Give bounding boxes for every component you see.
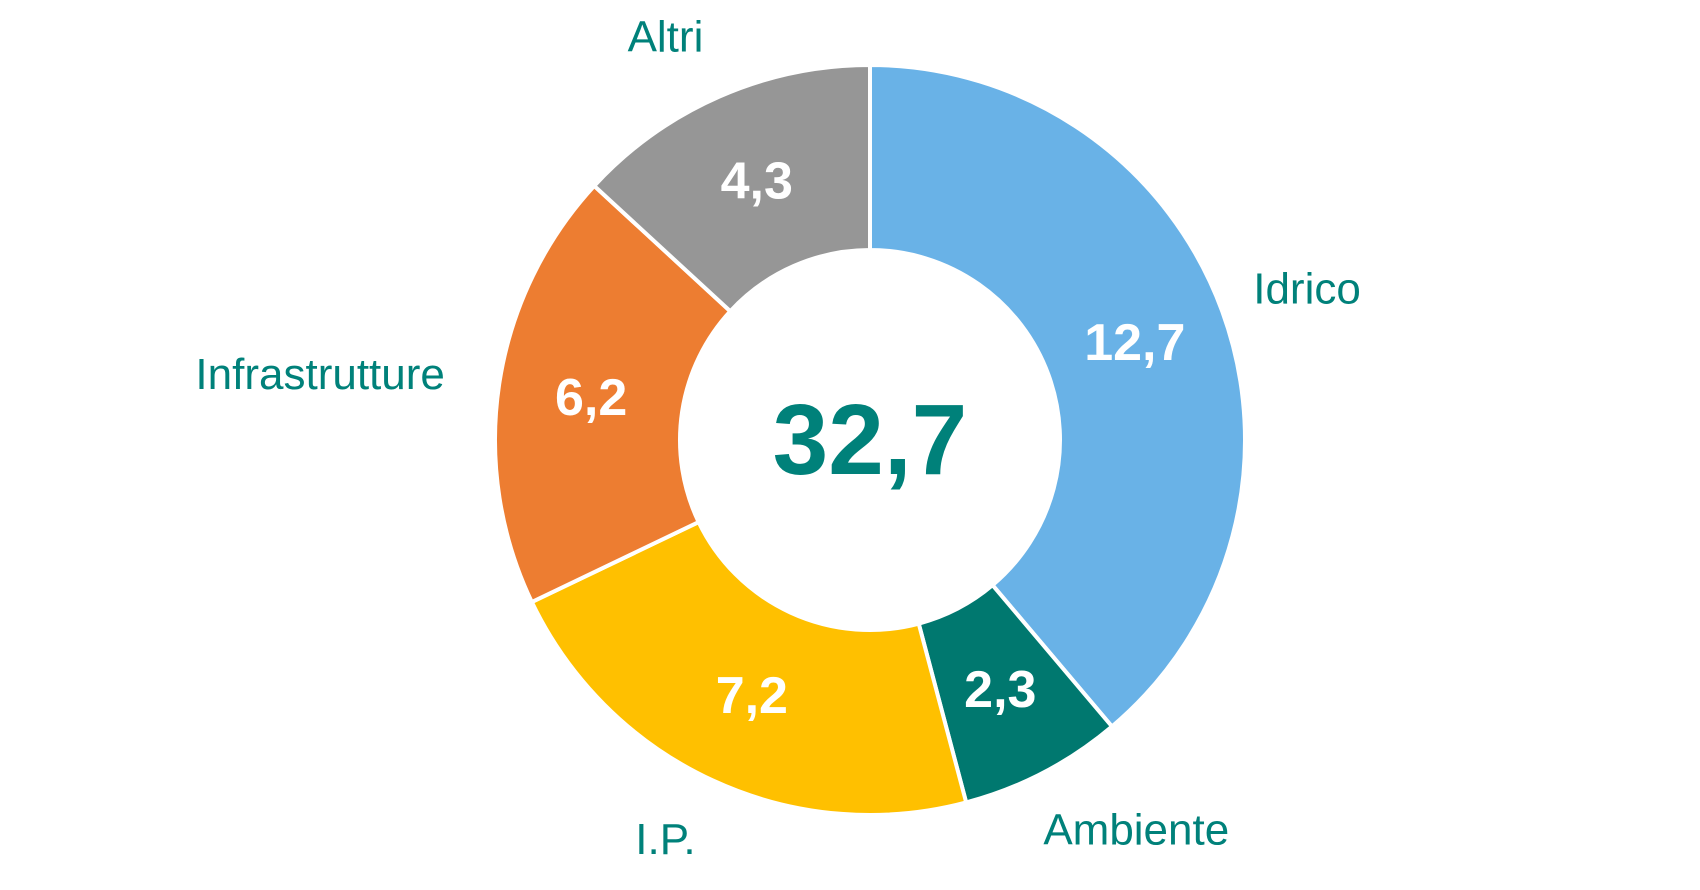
- slice-idrico: [868, 62, 1247, 730]
- slice-i-p: [529, 519, 969, 817]
- category-label-infrastrutture: Infrastrutture: [195, 350, 444, 399]
- category-label-altri: Altri: [628, 13, 704, 62]
- category-label-idrico: Idrico: [1253, 264, 1361, 313]
- value-label-altri: 4,3: [721, 153, 793, 211]
- value-label-i-p: 7,2: [716, 667, 788, 725]
- center-total-label: 32,7: [773, 384, 968, 496]
- category-label-ambiente: Ambiente: [1043, 806, 1229, 855]
- value-label-infrastrutture: 6,2: [555, 369, 627, 427]
- slice-infrastrutture: [493, 183, 734, 605]
- value-label-ambiente: 2,3: [964, 661, 1036, 719]
- value-label-idrico: 12,7: [1084, 314, 1185, 372]
- value-labels-layer: 12,7 2,3 7,2 6,2 4,3: [555, 153, 1185, 725]
- category-label-i-p: I.P.: [635, 815, 695, 864]
- category-labels-layer: Idrico Ambiente I.P. Infrastrutture Altri: [195, 13, 1360, 865]
- slices-layer: [493, 62, 1247, 817]
- slice-altri: [591, 62, 872, 315]
